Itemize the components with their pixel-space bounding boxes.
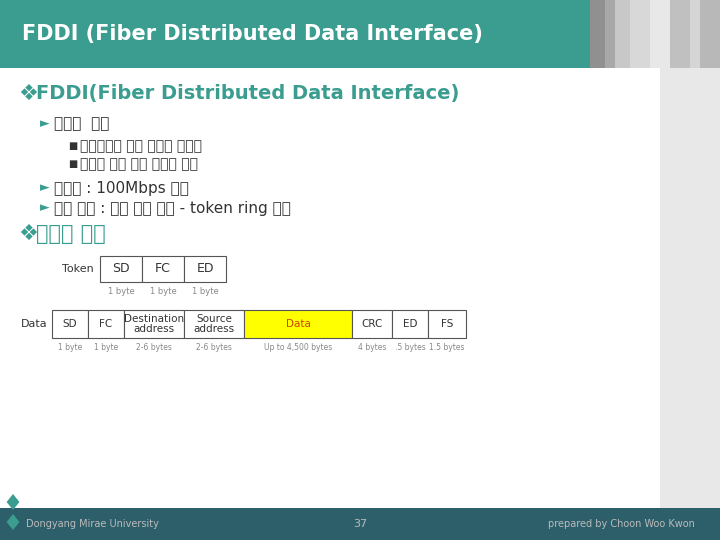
Bar xyxy=(605,0,705,68)
Text: 이더넷 보다 높은 대역폭 제공: 이더넷 보다 높은 대역폭 제공 xyxy=(80,157,198,171)
Text: Data: Data xyxy=(22,319,48,329)
Text: ED: ED xyxy=(197,262,214,275)
Bar xyxy=(392,310,428,338)
Text: ►: ► xyxy=(40,118,50,131)
Bar xyxy=(88,310,124,338)
Text: SD: SD xyxy=(63,319,77,329)
Text: FDDI (Fiber Distributed Data Interface): FDDI (Fiber Distributed Data Interface) xyxy=(22,24,483,44)
Text: FC: FC xyxy=(155,262,171,275)
Text: .5 bytes: .5 bytes xyxy=(395,342,426,352)
Bar xyxy=(615,0,695,68)
Text: ■: ■ xyxy=(68,141,77,151)
Bar xyxy=(660,68,720,508)
Text: prepared by Choon Woo Kwon: prepared by Choon Woo Kwon xyxy=(548,519,695,529)
Text: Dongyang Mirae University: Dongyang Mirae University xyxy=(26,519,159,529)
Bar xyxy=(630,0,690,68)
Bar xyxy=(244,310,352,338)
Text: 1 byte: 1 byte xyxy=(150,287,176,295)
Text: ❖: ❖ xyxy=(18,84,38,104)
Bar xyxy=(0,508,720,540)
Text: 1 byte: 1 byte xyxy=(58,342,82,352)
Bar xyxy=(700,0,720,68)
Bar xyxy=(670,0,690,68)
Text: ■: ■ xyxy=(68,159,77,169)
Bar xyxy=(52,310,88,338)
Bar xyxy=(184,256,226,282)
Text: Destination
address: Destination address xyxy=(124,314,184,334)
Text: ED: ED xyxy=(402,319,418,329)
Text: SD: SD xyxy=(112,262,130,275)
Text: 1 byte: 1 byte xyxy=(94,342,118,352)
Polygon shape xyxy=(6,514,19,530)
Bar xyxy=(352,310,392,338)
Bar xyxy=(650,0,680,68)
Text: 전기신호를 빛의 폄스로 부호화: 전기신호를 빛의 폄스로 부호화 xyxy=(80,139,202,153)
Text: ►: ► xyxy=(40,181,50,194)
Text: 전송률 : 100Mbps 지원: 전송률 : 100Mbps 지원 xyxy=(54,180,189,195)
Bar xyxy=(690,0,700,68)
Text: 전송 방법 : 토큰 전송 방식 - token ring 기술: 전송 방법 : 토큰 전송 방식 - token ring 기술 xyxy=(54,200,291,215)
Text: 프레임 형식: 프레임 형식 xyxy=(36,224,106,244)
Text: Source
address: Source address xyxy=(194,314,235,334)
Bar xyxy=(590,0,720,68)
Bar xyxy=(142,256,184,282)
Text: CRC: CRC xyxy=(361,319,383,329)
Text: 1 byte: 1 byte xyxy=(192,287,218,295)
Text: ❖: ❖ xyxy=(18,224,38,244)
Bar xyxy=(590,0,720,68)
Text: Token: Token xyxy=(62,264,94,274)
Text: FDDI(Fiber Distributed Data Interface): FDDI(Fiber Distributed Data Interface) xyxy=(36,84,459,104)
Bar xyxy=(184,310,244,338)
Bar xyxy=(124,310,184,338)
Text: FS: FS xyxy=(441,319,453,329)
Text: ►: ► xyxy=(40,201,50,214)
Bar xyxy=(0,0,590,68)
Text: 2-6 bytes: 2-6 bytes xyxy=(196,342,232,352)
Bar xyxy=(100,256,142,282)
Polygon shape xyxy=(6,494,19,510)
Bar xyxy=(0,68,660,508)
Text: FC: FC xyxy=(99,319,112,329)
Text: 4 bytes: 4 bytes xyxy=(358,342,386,352)
Bar xyxy=(428,310,466,338)
Text: Data: Data xyxy=(286,319,310,329)
Text: Up to 4,500 bytes: Up to 4,500 bytes xyxy=(264,342,332,352)
Text: 광섬유  사용: 광섬유 사용 xyxy=(54,117,109,132)
Text: 2-6 bytes: 2-6 bytes xyxy=(136,342,172,352)
Text: 1 byte: 1 byte xyxy=(107,287,135,295)
Text: 1.5 bytes: 1.5 bytes xyxy=(429,342,464,352)
Text: 37: 37 xyxy=(353,519,367,529)
